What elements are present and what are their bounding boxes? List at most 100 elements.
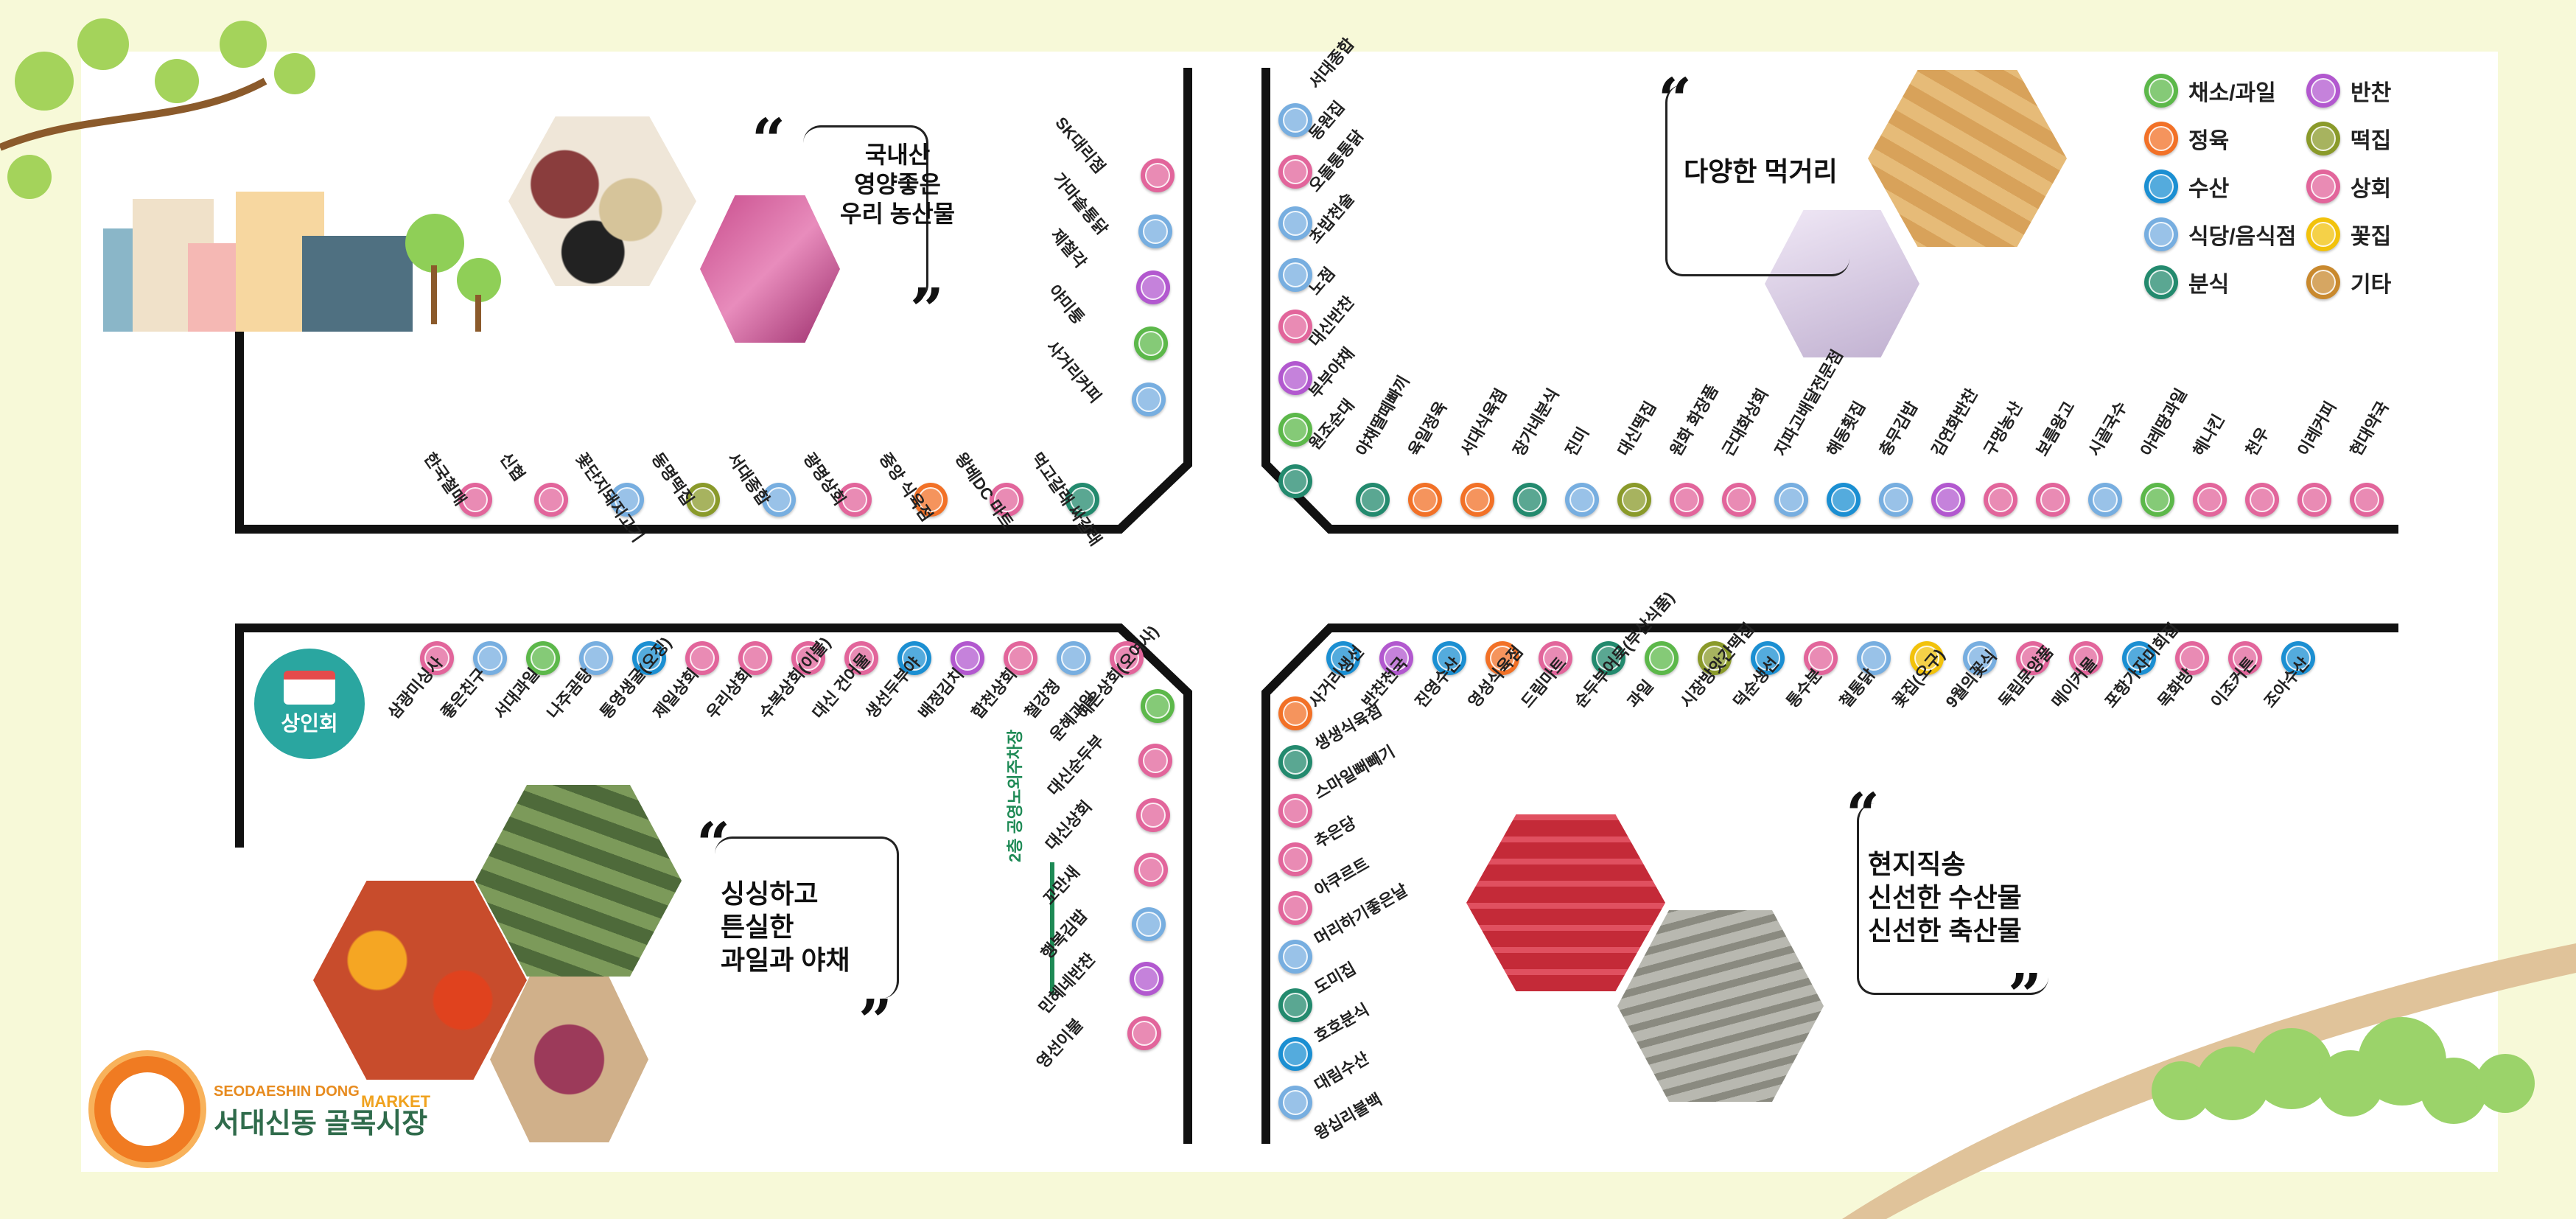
fish-icon[interactable] <box>897 641 931 675</box>
fish-icon[interactable] <box>632 641 666 675</box>
plate-icon[interactable] <box>1565 483 1599 517</box>
meat-icon[interactable] <box>914 483 948 517</box>
eggplant-icon[interactable] <box>1379 641 1413 675</box>
store-icon[interactable] <box>458 483 492 517</box>
leaf-icon[interactable] <box>1645 641 1679 675</box>
eggplant-icon[interactable] <box>1931 483 1965 517</box>
plate-icon[interactable] <box>2088 483 2122 517</box>
store-icon[interactable] <box>791 641 825 675</box>
fish-icon[interactable] <box>1827 483 1861 517</box>
plate-icon[interactable] <box>1278 258 1312 292</box>
plate-icon[interactable] <box>1138 214 1172 248</box>
store-icon[interactable] <box>1278 155 1312 189</box>
store-icon[interactable] <box>2297 483 2331 517</box>
store-icon[interactable] <box>1004 641 1037 675</box>
store-icon <box>284 671 335 705</box>
fish-icon[interactable] <box>1326 641 1360 675</box>
leaf-icon[interactable] <box>526 641 560 675</box>
store-icon <box>2306 170 2340 203</box>
eggplant-icon[interactable] <box>1130 962 1163 996</box>
store-icon[interactable] <box>844 641 878 675</box>
plate-icon[interactable] <box>579 641 613 675</box>
plate-icon[interactable] <box>1963 641 1997 675</box>
leaf-icon[interactable] <box>1134 326 1168 360</box>
bowl-icon[interactable] <box>1065 483 1099 517</box>
legend-other: 기타 <box>2306 265 2391 299</box>
meat-icon[interactable] <box>1408 483 1442 517</box>
store-icon[interactable] <box>1278 310 1312 343</box>
store-icon[interactable] <box>2036 483 2070 517</box>
eggplant-icon[interactable] <box>1136 270 1170 304</box>
fish-icon <box>2144 170 2178 203</box>
plate-icon[interactable] <box>1278 103 1312 137</box>
plate-icon[interactable] <box>1879 483 1913 517</box>
store-icon[interactable] <box>1278 794 1312 828</box>
store-icon[interactable] <box>838 483 872 517</box>
store-icon[interactable] <box>1138 744 1172 778</box>
store-icon[interactable] <box>534 483 568 517</box>
store-icon[interactable] <box>1722 483 1756 517</box>
fish-icon[interactable] <box>1432 641 1466 675</box>
brand-block: SEODAESHIN DONG 서대신동 골목시장 MARKET <box>214 1083 431 1139</box>
plate-icon[interactable] <box>610 483 644 517</box>
flower-icon[interactable] <box>1910 641 1944 675</box>
meat-icon[interactable] <box>1278 696 1312 730</box>
fish-icon[interactable] <box>1751 641 1785 675</box>
legend-label: 식당/음식점 <box>2188 225 2297 249</box>
leaf-icon[interactable] <box>2141 483 2174 517</box>
plate-icon[interactable] <box>1278 940 1312 974</box>
basket-icon <box>2306 265 2340 299</box>
store-icon[interactable] <box>738 641 772 675</box>
eggplant-icon[interactable] <box>1278 361 1312 395</box>
eggplant-icon[interactable] <box>951 641 984 675</box>
store-icon[interactable] <box>1278 842 1312 876</box>
store-icon[interactable] <box>2193 483 2227 517</box>
store-icon[interactable] <box>1278 891 1312 925</box>
store-icon[interactable] <box>990 483 1023 517</box>
bowl-icon[interactable] <box>1513 483 1547 517</box>
fish-icon[interactable] <box>2122 641 2156 675</box>
plate-icon[interactable] <box>1278 1086 1312 1120</box>
store-icon[interactable] <box>2245 483 2279 517</box>
plate-icon[interactable] <box>762 483 796 517</box>
plate-icon[interactable] <box>1132 383 1166 416</box>
ricecake-icon[interactable] <box>1698 641 1732 675</box>
merchants-association-badge[interactable]: 상인회 <box>254 649 365 759</box>
meat-icon[interactable] <box>1485 641 1519 675</box>
bowl-icon[interactable] <box>1278 745 1312 779</box>
meat-icon[interactable] <box>1460 483 1494 517</box>
bowl-icon[interactable] <box>1592 641 1625 675</box>
plate-icon[interactable] <box>1057 641 1091 675</box>
bowl-icon[interactable] <box>1356 483 1390 517</box>
fish-icon[interactable] <box>2281 641 2315 675</box>
plate-icon[interactable] <box>1857 641 1891 675</box>
store-icon[interactable] <box>420 641 454 675</box>
store-icon[interactable] <box>2016 641 2050 675</box>
plate-icon[interactable] <box>1774 483 1808 517</box>
store-icon[interactable] <box>1984 483 2017 517</box>
bowl-icon[interactable] <box>1278 464 1312 498</box>
store-icon[interactable] <box>2175 641 2209 675</box>
store-icon[interactable] <box>1804 641 1838 675</box>
store-icon[interactable] <box>1127 1016 1161 1050</box>
store-icon[interactable] <box>1136 798 1170 832</box>
store-icon[interactable] <box>2350 483 2384 517</box>
plate-icon[interactable] <box>473 641 507 675</box>
fish-icon[interactable] <box>1278 1037 1312 1071</box>
store-icon[interactable] <box>1134 853 1168 887</box>
leaf-icon[interactable] <box>1141 689 1175 723</box>
store-icon[interactable] <box>2069 641 2103 675</box>
leaf-icon[interactable] <box>1278 413 1312 447</box>
store-icon[interactable] <box>1539 641 1572 675</box>
store-icon[interactable] <box>1110 641 1144 675</box>
store-icon[interactable] <box>1141 158 1175 192</box>
plate-icon[interactable] <box>1278 206 1312 240</box>
store-icon[interactable] <box>2228 641 2262 675</box>
legend-label: 떡집 <box>2351 129 2392 153</box>
ricecake-icon[interactable] <box>686 483 720 517</box>
bowl-icon[interactable] <box>1278 988 1312 1022</box>
ricecake-icon[interactable] <box>1617 483 1651 517</box>
store-icon[interactable] <box>685 641 719 675</box>
plate-icon[interactable] <box>1132 907 1166 941</box>
store-icon[interactable] <box>1670 483 1704 517</box>
